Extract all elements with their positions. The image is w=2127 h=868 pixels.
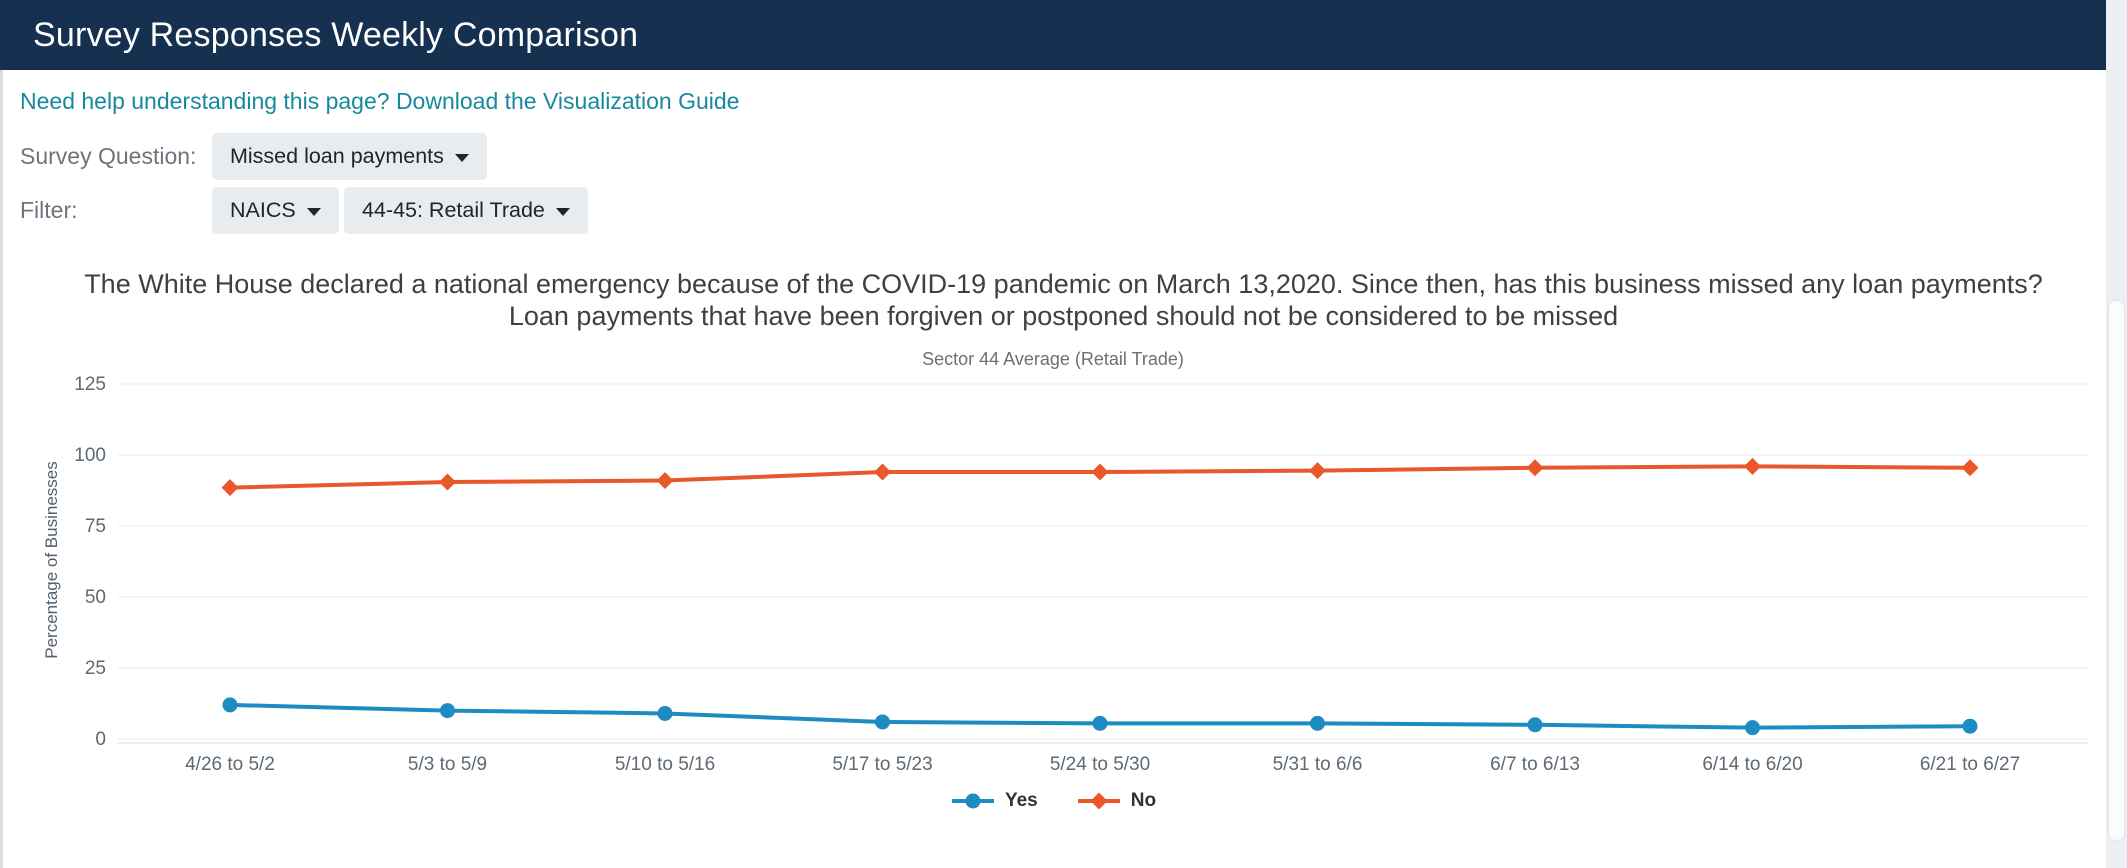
data-point-no[interactable] — [439, 473, 456, 491]
data-point-yes[interactable] — [440, 703, 455, 719]
chevron-down-icon — [454, 154, 469, 162]
legend-label: Yes — [1004, 790, 1038, 811]
page-header: Survey Responses Weekly Comparison — [0, 0, 2106, 70]
data-point-yes[interactable] — [1310, 715, 1325, 731]
data-point-yes[interactable] — [1745, 720, 1760, 736]
x-tick-label: 5/10 to 5/16 — [615, 754, 715, 775]
filter-sector-dropdown[interactable]: 44-45: Retail Trade — [344, 187, 588, 234]
data-point-no[interactable] — [1961, 459, 1979, 477]
x-tick-label: 4/26 to 5/2 — [185, 754, 275, 775]
y-tick-label: 25 — [85, 658, 106, 679]
filter-sector-dropdown-value: 44-45: Retail Trade — [362, 198, 545, 222]
data-point-yes[interactable] — [875, 714, 890, 730]
vertical-scrollbar-track[interactable] — [2106, 0, 2127, 868]
circle-marker-icon — [951, 793, 994, 809]
data-point-yes[interactable] — [222, 697, 238, 713]
survey-question-label: Survey Question: — [20, 143, 197, 169]
y-tick-label: 75 — [85, 516, 106, 537]
survey-question-dropdown-value: Missed loan payments — [230, 144, 444, 168]
y-tick-label: 125 — [74, 374, 106, 395]
x-tick-label: 6/14 to 6/20 — [1702, 754, 1802, 775]
data-point-no[interactable] — [1744, 457, 1761, 475]
x-tick-label: 6/7 to 6/13 — [1490, 754, 1580, 775]
data-point-no[interactable] — [1526, 459, 1544, 477]
visualization-guide-link[interactable]: Need help understanding this page? Downl… — [20, 88, 740, 114]
filter-type-dropdown[interactable]: NAICS — [212, 187, 339, 234]
filter-type-dropdown-value: NAICS — [230, 198, 296, 222]
data-point-no[interactable] — [1091, 463, 1109, 481]
chart-subtitle: Sector 44 Average (Retail Trade) — [922, 349, 1184, 369]
chart-svg: 0 25 50 75 100 125 4/26 to 5/2 5/3 to 5/9 5/10 t… — [74, 374, 2088, 775]
data-point-yes[interactable] — [657, 705, 673, 721]
data-point-yes[interactable] — [1092, 715, 1108, 731]
chart-question-title: The White House declared a national emer… — [84, 269, 2043, 331]
y-tick-label: 50 — [85, 587, 106, 608]
data-point-no[interactable] — [1309, 462, 1326, 480]
x-tick-label: 5/24 to 5/30 — [1050, 754, 1150, 775]
legend-item-no[interactable]: No — [1076, 790, 1156, 812]
diamond-marker-icon — [1077, 792, 1120, 810]
data-point-yes[interactable] — [1962, 718, 1978, 734]
legend-label: No — [1130, 790, 1157, 811]
x-tick-label: 6/21 to 6/27 — [1920, 754, 2020, 775]
chart-legend: Yes No — [0, 790, 2106, 812]
data-point-no[interactable] — [221, 479, 239, 497]
x-tick-label: 5/31 to 6/6 — [1273, 754, 1363, 775]
filter-label: Filter: — [20, 197, 78, 223]
y-tick-label: 100 — [74, 445, 106, 466]
x-tick-label: 5/3 to 5/9 — [408, 754, 487, 775]
vertical-scrollbar-thumb[interactable] — [2108, 300, 2125, 841]
page-title: Survey Responses Weekly Comparison — [33, 15, 639, 54]
y-tick-label: 0 — [95, 729, 106, 750]
data-point-no[interactable] — [874, 463, 891, 481]
data-point-yes[interactable] — [1527, 717, 1543, 733]
data-point-no[interactable] — [656, 472, 674, 490]
survey-question-dropdown[interactable]: Missed loan payments — [212, 133, 487, 180]
legend-item-yes[interactable]: Yes — [950, 790, 1038, 812]
left-edge-divider — [0, 70, 3, 868]
chevron-down-icon — [555, 208, 570, 216]
chevron-down-icon — [306, 208, 321, 216]
x-tick-label: 5/17 to 5/23 — [832, 754, 932, 775]
